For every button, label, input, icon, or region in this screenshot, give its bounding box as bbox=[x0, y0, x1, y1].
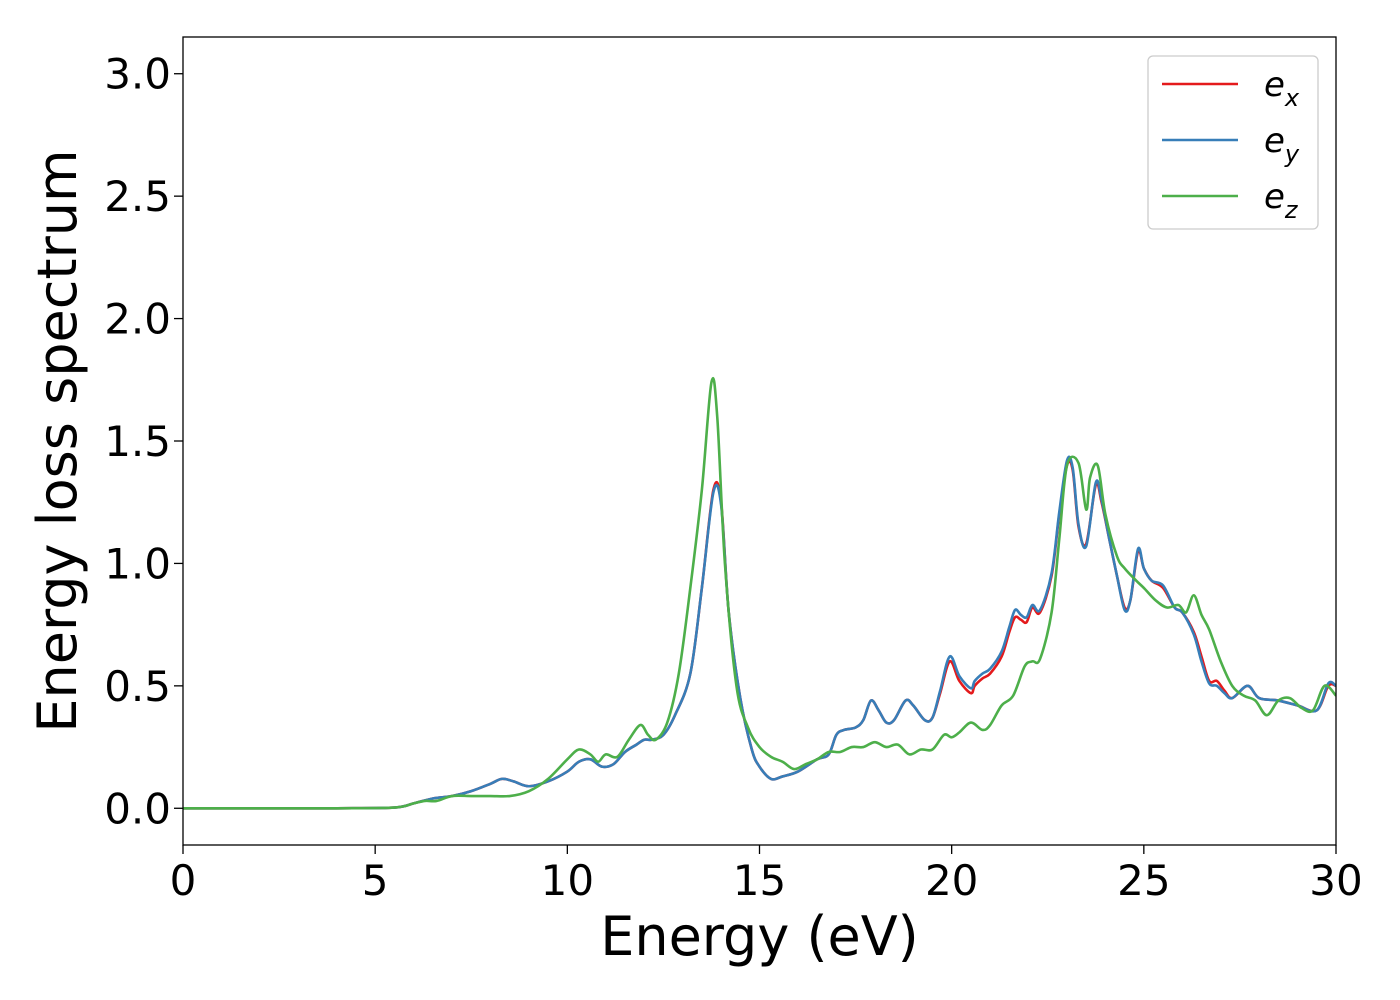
legend-label-subscript: x bbox=[1284, 84, 1300, 112]
y-tick-label: 1.5 bbox=[104, 417, 171, 466]
legend-label-subscript: z bbox=[1284, 196, 1299, 224]
y-tick-label: 2.0 bbox=[104, 295, 171, 344]
x-tick-label: 5 bbox=[362, 856, 389, 905]
y-tick-label: 1.0 bbox=[104, 539, 171, 588]
x-tick-label: 0 bbox=[170, 856, 197, 905]
series-line-x bbox=[183, 459, 1336, 810]
x-tick-label: 25 bbox=[1117, 856, 1170, 905]
legend-label-base: e bbox=[1264, 121, 1285, 161]
x-tick-label: 20 bbox=[925, 856, 978, 905]
y-tick-label: 0.5 bbox=[104, 662, 171, 711]
y-axis-title: Energy loss spectrum bbox=[26, 149, 89, 732]
legend-label-x: ex bbox=[1264, 65, 1300, 112]
y-tick-label: 0.0 bbox=[104, 784, 171, 833]
series-line-z bbox=[183, 376, 1336, 810]
series-layer bbox=[183, 376, 1336, 810]
legend-label-y: ey bbox=[1264, 121, 1300, 168]
x-axis-title: Energy (eV) bbox=[600, 905, 919, 968]
x-tick-label: 15 bbox=[733, 856, 786, 905]
legend-label-base: e bbox=[1264, 177, 1285, 217]
y-axis-ticks: 0.0 0.5 1.0 1.5 2.0 2.5 3.0 bbox=[104, 50, 183, 833]
series-line-y bbox=[183, 455, 1336, 810]
legend-label-subscript: y bbox=[1284, 140, 1300, 168]
legend-label-z: ez bbox=[1264, 177, 1299, 224]
legend-frame bbox=[1147, 55, 1319, 230]
x-axis-ticks: 0 5 10 15 20 25 30 bbox=[170, 845, 1363, 905]
x-tick-label: 30 bbox=[1309, 856, 1362, 905]
legend-label-base: e bbox=[1264, 65, 1285, 105]
y-tick-label: 3.0 bbox=[104, 50, 171, 99]
x-tick-label: 10 bbox=[541, 856, 594, 905]
y-tick-label: 2.5 bbox=[104, 172, 171, 221]
